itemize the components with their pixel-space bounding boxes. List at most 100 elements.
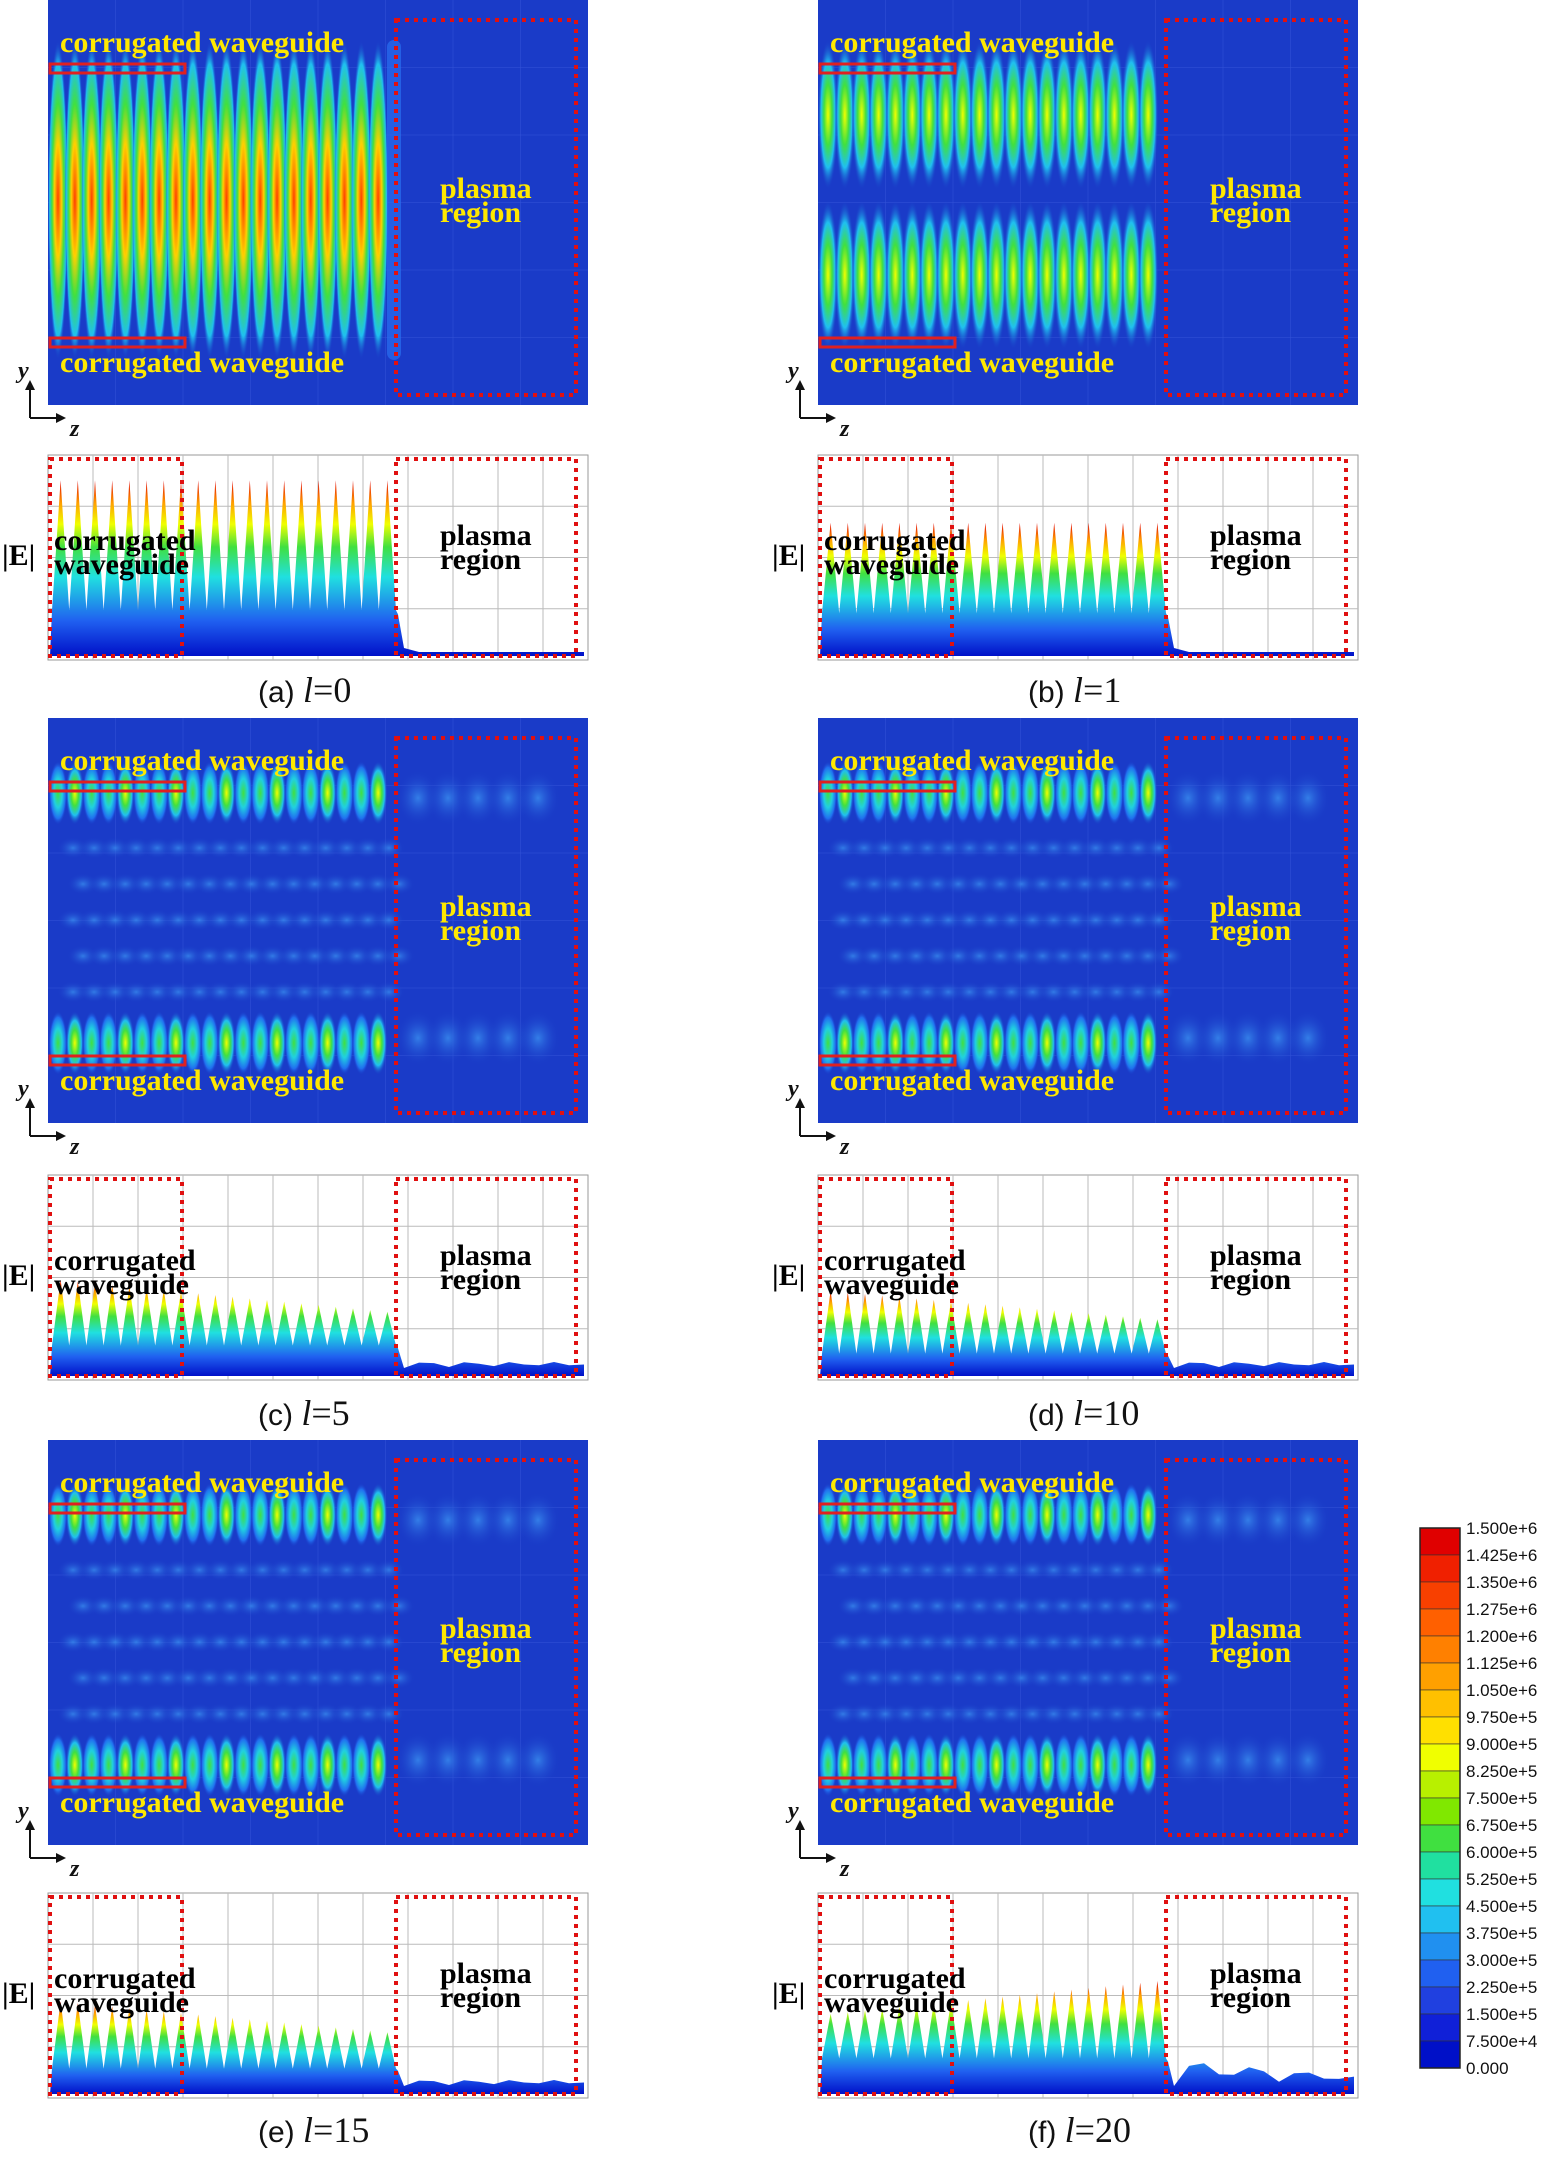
field-map: corrugated waveguide corrugated waveguide… <box>47 0 588 405</box>
field-spot <box>952 200 973 350</box>
label-corrugated-waveguide-top: corrugated waveguide <box>60 744 344 777</box>
field-spot <box>351 40 372 360</box>
field-map: corrugated waveguide corrugated waveguide… <box>818 718 1358 1123</box>
caption-c: (c) l=5 <box>258 1393 350 1433</box>
field-spot <box>851 40 872 190</box>
label-corrugated: corrugated <box>54 1244 196 1277</box>
field-spot <box>1020 761 1040 825</box>
field-ripple <box>372 837 405 859</box>
field-spot <box>318 1011 337 1075</box>
field-spot <box>869 1011 888 1075</box>
field-spot <box>902 1733 922 1797</box>
waveguide-top-box <box>48 62 187 75</box>
field-spot <box>970 1483 989 1547</box>
colorbar-tick-label: 6.750e+5 <box>1466 1816 1537 1835</box>
field-spot <box>48 1483 68 1547</box>
field-spot <box>1053 200 1075 350</box>
field-spot <box>183 1011 203 1075</box>
field-spot <box>1138 1733 1158 1797</box>
field-ripple <box>382 945 415 967</box>
caption-letter: (b) <box>1028 676 1073 709</box>
label-corrugated-waveguide-bottom: corrugated waveguide <box>60 1064 344 1097</box>
caption-l: l <box>1073 670 1083 710</box>
field-spot <box>216 40 237 360</box>
field-spot <box>250 1483 270 1547</box>
field-spot <box>1020 1733 1040 1797</box>
label-plasma: plasma <box>440 890 532 923</box>
field-spot <box>132 1733 152 1797</box>
field-spot <box>1105 1483 1124 1547</box>
field-ripple <box>1152 1667 1185 1689</box>
field-ripple <box>1142 909 1175 931</box>
caption-letter: (f) <box>1028 2116 1065 2149</box>
field-spot <box>334 40 355 360</box>
field-spot <box>1088 1483 1107 1547</box>
caption-value: =0 <box>313 670 351 710</box>
colorbar-tick-label: 9.750e+5 <box>1466 1708 1537 1727</box>
field-spot <box>1037 1011 1057 1075</box>
field-ripple <box>372 1703 405 1725</box>
field-spot <box>868 200 889 350</box>
field-spot <box>266 40 288 360</box>
field-spot <box>1054 1483 1074 1547</box>
field-spot <box>368 1483 388 1547</box>
field-pattern <box>817 40 1159 350</box>
field-spot <box>834 40 855 190</box>
axis-y-label: y <box>15 1798 29 1824</box>
waveguide-region-box <box>818 1177 954 1378</box>
field-spot <box>200 1483 219 1547</box>
label-corrugated: corrugated <box>824 524 966 557</box>
label-region: region <box>1210 1636 1291 1669</box>
field-spot <box>199 40 220 360</box>
field-spot <box>318 1733 337 1797</box>
field-spot <box>132 761 152 825</box>
field-spot <box>318 761 337 825</box>
field-spot <box>233 40 254 360</box>
field-magnitude-profile <box>50 1279 584 1376</box>
field-spot <box>1122 1483 1141 1547</box>
panel-a: corrugated waveguide corrugated waveguide… <box>2 0 589 710</box>
field-spot <box>166 761 186 825</box>
field-spot <box>301 1011 321 1075</box>
field-spot <box>935 200 957 350</box>
field-pattern <box>48 1483 560 1797</box>
colorbar-tick-label: 1.125e+6 <box>1466 1654 1537 1673</box>
field-spot <box>952 40 973 190</box>
caption-b: (b) l=1 <box>1028 670 1121 710</box>
colorbar-tick-label: 1.500e+6 <box>1466 1519 1537 1538</box>
field-spot <box>902 200 923 350</box>
label-waveguide: waveguide <box>824 1268 959 1301</box>
field-spot <box>48 1011 68 1075</box>
field-spot <box>852 1733 871 1797</box>
field-spot <box>969 200 990 350</box>
plasma-region-box <box>394 1458 578 1837</box>
field-spot <box>250 1011 270 1075</box>
plasma-region-box <box>1164 736 1348 1115</box>
label-plasma: plasma <box>440 1612 532 1645</box>
field-spot <box>335 1733 354 1797</box>
field-spot <box>851 200 872 350</box>
label-region: region <box>440 1636 521 1669</box>
field-ripple <box>372 1631 405 1653</box>
field-ripple <box>372 909 405 931</box>
label-waveguide: waveguide <box>824 548 959 581</box>
axis-z-head <box>56 413 66 423</box>
field-spot <box>1054 1011 1074 1075</box>
axes-indicator: yz <box>785 1076 850 1160</box>
label-e-abs: |E| <box>2 1259 35 1292</box>
label-waveguide: waveguide <box>824 1986 959 2019</box>
field-spot <box>183 1483 203 1547</box>
caption-l: l <box>1065 2110 1075 2150</box>
field-spot <box>1087 200 1108 350</box>
field-spot <box>919 761 939 825</box>
field-spot <box>98 40 119 360</box>
field-spot <box>936 1011 956 1075</box>
field-spot <box>885 40 906 190</box>
field-spot <box>1020 200 1041 350</box>
field-spot <box>835 1011 855 1075</box>
field-spot <box>352 761 371 825</box>
axis-y-label: y <box>785 1076 799 1102</box>
axis-y-head <box>795 1098 805 1108</box>
